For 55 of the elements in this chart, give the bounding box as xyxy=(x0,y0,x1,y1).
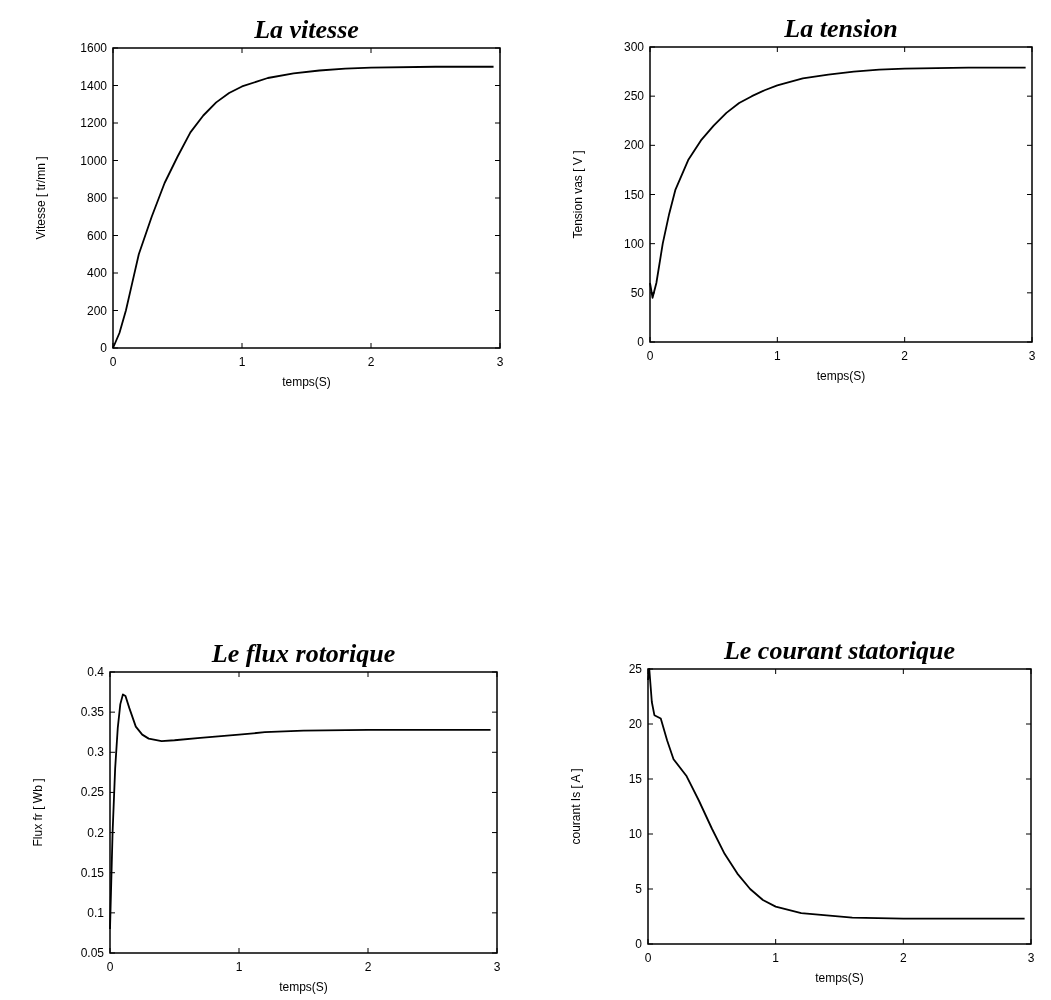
x-tick-label: 1 xyxy=(773,349,781,363)
y-axis-title: courant Is [ A ] xyxy=(569,768,583,845)
y-tick-label: 0.35 xyxy=(80,705,105,720)
x-tick-label: 3 xyxy=(496,355,504,369)
y-tick-label: 0.05 xyxy=(80,946,105,960)
y-tick-label: 400 xyxy=(86,266,108,280)
y-tick-label: 0.25 xyxy=(80,785,105,800)
y-tick-label: 1200 xyxy=(80,116,108,130)
y-tick-label: 600 xyxy=(86,228,108,243)
y-tick-label: 25 xyxy=(628,662,643,676)
y-axis-title: Tension vas [ V ] xyxy=(571,150,585,239)
y-tick-label: 100 xyxy=(623,236,645,251)
y-tick-label: 20 xyxy=(628,717,643,731)
x-tick-label: 2 xyxy=(364,960,372,974)
chart-title: La tension xyxy=(783,14,898,43)
x-tick-label: 2 xyxy=(901,349,909,363)
y-tick-label: 5 xyxy=(635,882,643,896)
chart-title: La vitesse xyxy=(253,15,359,44)
y-axis-title: Flux fr [ Wb ] xyxy=(31,778,45,847)
chart-title: Le flux rotorique xyxy=(210,639,396,668)
x-axis-title: temps(S) xyxy=(816,369,866,383)
chart-title: Le courant statorique xyxy=(722,636,956,665)
y-tick-label: 1000 xyxy=(80,153,108,168)
y-tick-label: 15 xyxy=(628,772,643,786)
x-tick-label: 0 xyxy=(109,355,117,369)
x-tick-label: 2 xyxy=(899,951,907,965)
x-axis-title: temps(S) xyxy=(282,375,331,389)
y-tick-label: 0.3 xyxy=(87,745,105,760)
y-tick-label: 0 xyxy=(635,937,643,951)
x-tick-label: 1 xyxy=(235,960,243,974)
y-tick-label: 0.15 xyxy=(80,865,105,880)
y-tick-label: 50 xyxy=(630,285,645,300)
y-tick-label: 300 xyxy=(623,40,645,54)
y-tick-label: 0.1 xyxy=(87,905,105,920)
y-tick-label: 0 xyxy=(637,335,645,349)
y-tick-label: 0.4 xyxy=(87,665,105,679)
y-tick-label: 800 xyxy=(86,191,108,205)
x-tick-label: 3 xyxy=(1028,349,1036,363)
x-tick-label: 1 xyxy=(238,355,246,369)
y-tick-label: 200 xyxy=(623,138,645,153)
x-axis-title: temps(S) xyxy=(815,971,864,985)
y-tick-label: 10 xyxy=(628,827,643,841)
y-axis-title: Vitesse [ tr/mn ] xyxy=(34,156,48,240)
x-tick-label: 2 xyxy=(367,355,375,369)
y-tick-label: 1600 xyxy=(80,41,108,55)
y-tick-label: 0.2 xyxy=(87,825,105,840)
y-tick-label: 1400 xyxy=(80,78,108,93)
x-tick-label: 3 xyxy=(1027,951,1035,965)
y-tick-label: 200 xyxy=(86,303,108,318)
x-tick-label: 0 xyxy=(646,349,654,363)
x-axis-title: temps(S) xyxy=(279,980,328,994)
y-tick-label: 250 xyxy=(623,89,645,104)
x-tick-label: 3 xyxy=(493,960,501,974)
y-tick-label: 150 xyxy=(623,187,645,202)
x-tick-label: 1 xyxy=(772,951,780,965)
